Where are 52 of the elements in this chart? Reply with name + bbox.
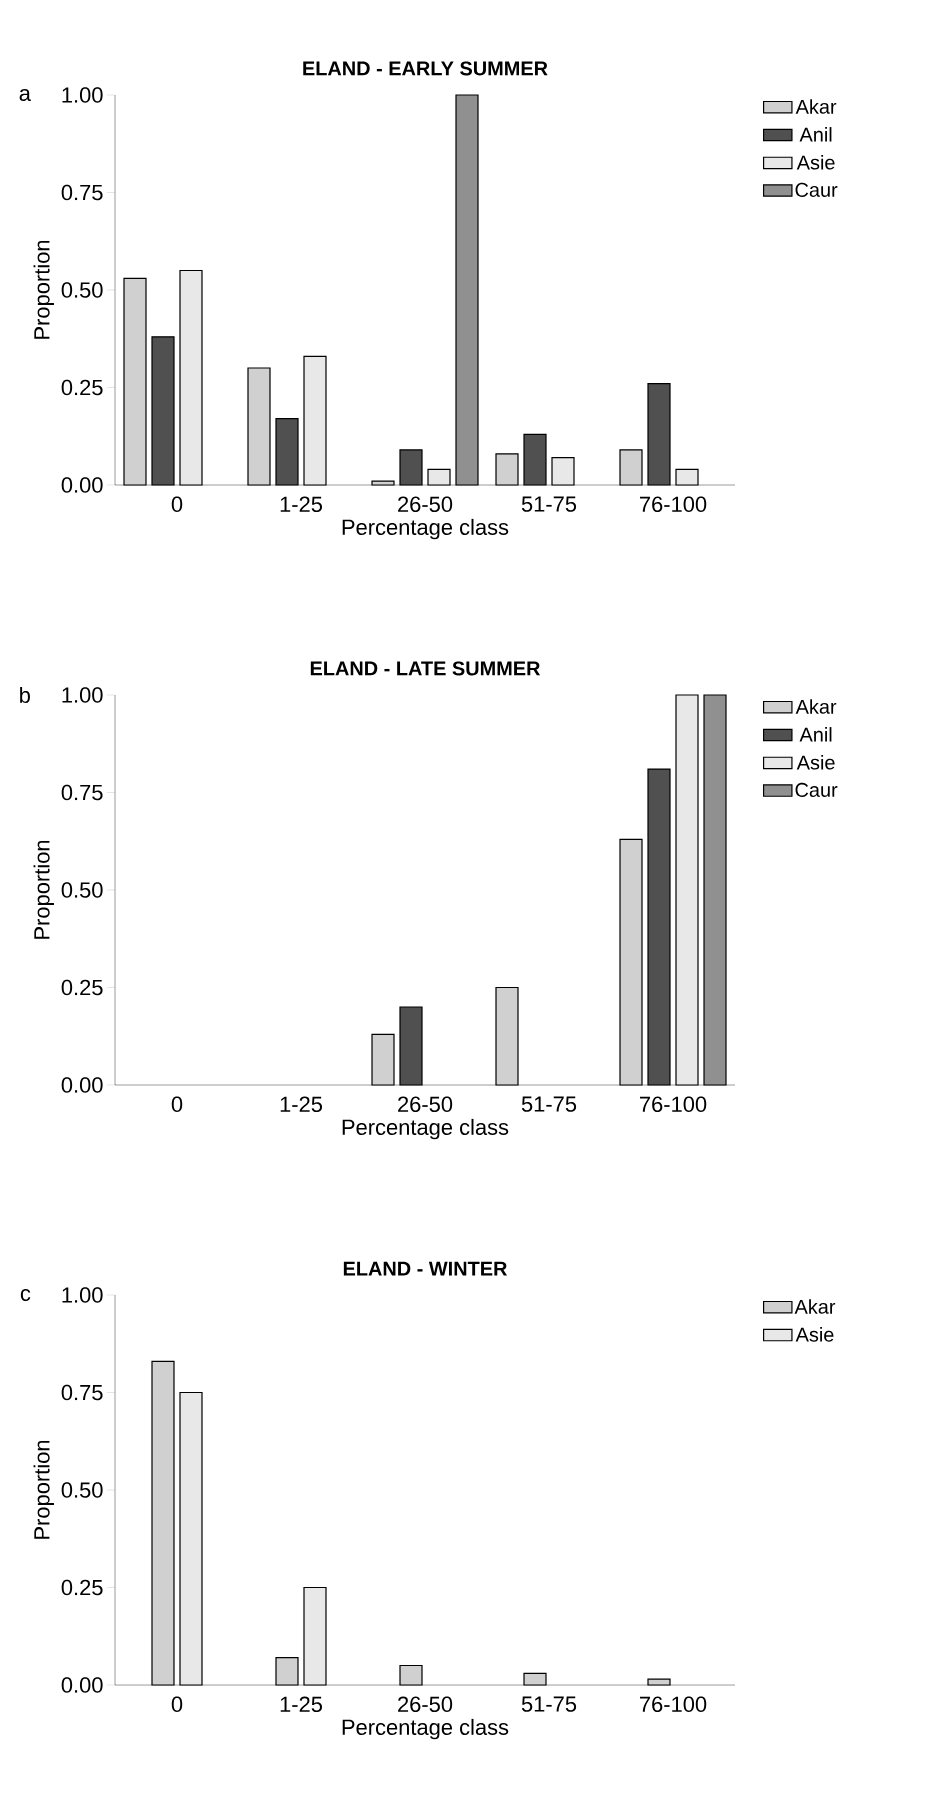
chart-title: ELAND - WINTER <box>343 1261 508 1276</box>
x-tick-label: 0 <box>171 1096 183 1113</box>
text: a <box>19 88 31 102</box>
x-tick-label: 76-100 <box>640 1696 707 1713</box>
x-tick-label: 51-75 <box>521 1096 577 1112</box>
text: b <box>20 686 30 704</box>
y-tick-label: 0.00 <box>61 1677 103 1693</box>
x-axis-title: Percentage class <box>342 1718 509 1740</box>
x-tick-label: 51-75 <box>521 496 577 512</box>
x-tick-label: 1-25 <box>280 1696 322 1713</box>
legend-label: Akar <box>795 699 837 714</box>
x-tick-label: 26-50 <box>398 1096 453 1113</box>
chart-title: ELAND - EARLY SUMMER <box>303 61 548 76</box>
y-tick-label: 0.25 <box>61 379 103 396</box>
y-tick-label: 0.25 <box>61 979 103 996</box>
x-tick-label: 0 <box>171 496 183 513</box>
x-axis-title: Percentage class <box>342 518 509 540</box>
y-tick-label: 0.50 <box>61 882 103 898</box>
y-tick-label: 0.00 <box>61 1077 103 1093</box>
x-tick-label: 26-50 <box>398 496 453 513</box>
y-axis-title: Proportion <box>33 1440 54 1539</box>
x-tick-label: 26-50 <box>398 1696 453 1713</box>
x-tick-label: 1-25 <box>280 1096 322 1113</box>
chart-title: ELAND - LATE SUMMER <box>310 661 541 676</box>
y-tick-label: 1.00 <box>62 687 103 703</box>
legend-label: Anil <box>799 127 832 142</box>
y-tick-label: 0.50 <box>61 1482 103 1498</box>
legend-label: Akar <box>795 99 837 114</box>
y-tick-label: 1.00 <box>62 87 103 103</box>
legend-label: Akar <box>794 1299 836 1314</box>
x-tick-label: 1-25 <box>280 496 322 513</box>
x-axis-title: Percentage class <box>342 1118 509 1140</box>
y-tick-label: 0.00 <box>61 477 103 493</box>
y-tick-label: 0.50 <box>61 282 103 298</box>
text: c <box>20 1289 31 1302</box>
y-tick-label: 1.00 <box>62 1287 103 1303</box>
x-tick-label: 51-75 <box>521 1696 577 1712</box>
y-axis-title: Proportion <box>33 840 54 939</box>
legend-label: Asie <box>796 754 835 770</box>
x-tick-label: 76-100 <box>640 1096 707 1113</box>
x-tick-label: 0 <box>171 1696 183 1713</box>
y-tick-label: 0.75 <box>61 1384 103 1401</box>
legend-label: Asie <box>796 154 835 170</box>
x-tick-label: 76-100 <box>640 496 707 513</box>
y-tick-label: 0.75 <box>61 784 103 801</box>
y-tick-label: 0.75 <box>61 184 103 201</box>
y-axis-title: Proportion <box>33 240 54 339</box>
y-tick-label: 0.25 <box>61 1579 103 1596</box>
legend-label: Anil <box>799 727 832 742</box>
legend-label: Caur <box>795 182 838 197</box>
legend-label: Caur <box>795 782 838 797</box>
legend-label: Asie <box>795 1327 834 1342</box>
